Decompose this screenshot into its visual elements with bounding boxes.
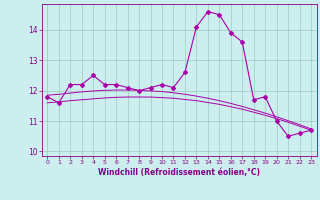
X-axis label: Windchill (Refroidissement éolien,°C): Windchill (Refroidissement éolien,°C) bbox=[98, 168, 260, 177]
